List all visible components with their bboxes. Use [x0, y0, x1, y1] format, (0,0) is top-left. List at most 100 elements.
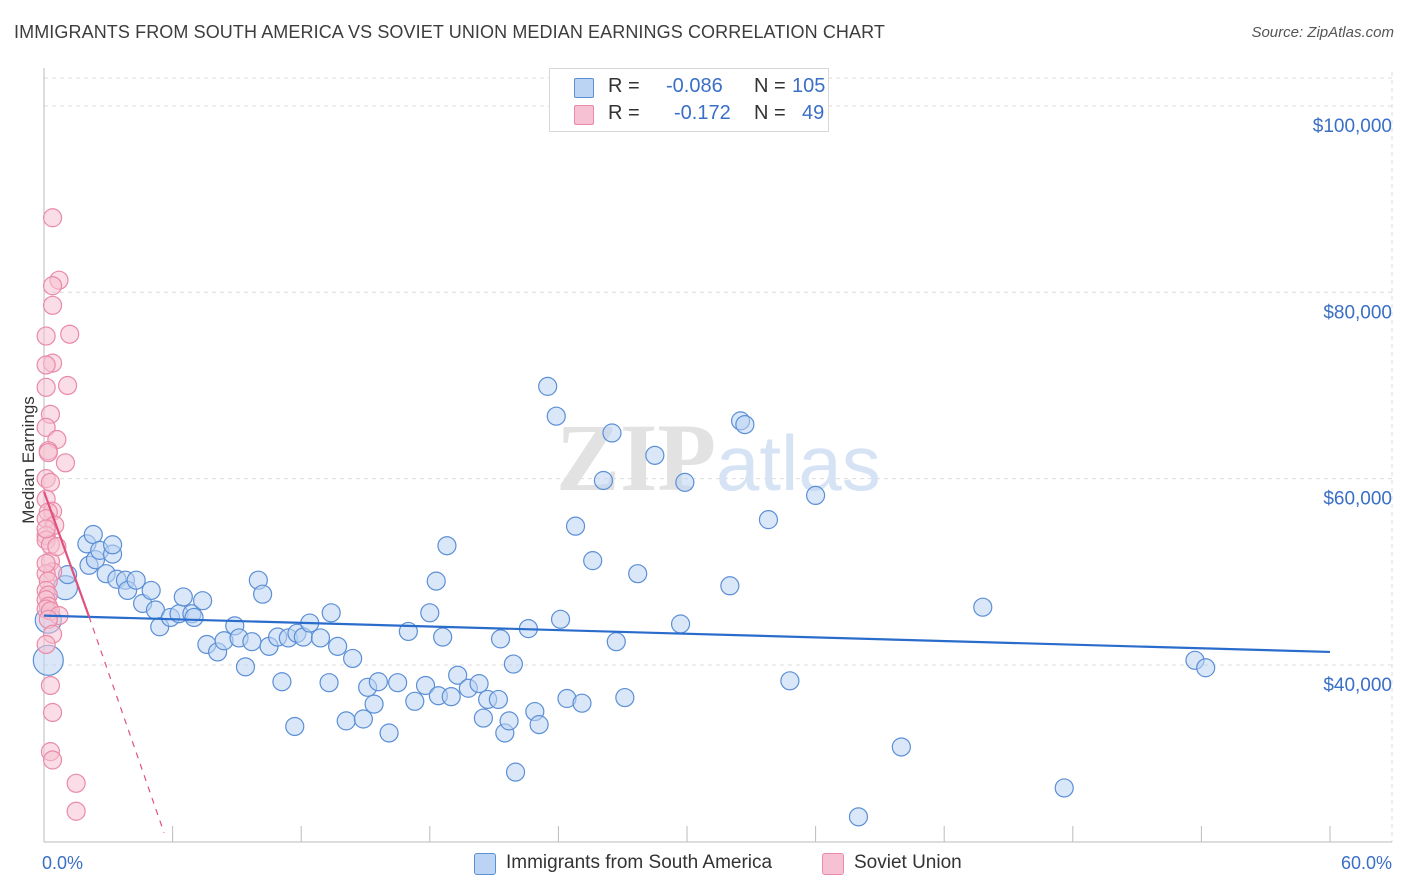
- point-soviet-union: [57, 375, 78, 396]
- legend-swatch-blue: [574, 78, 594, 98]
- point-south-america: [973, 597, 993, 617]
- trend-line-soviet-union-extension: [88, 616, 165, 833]
- point-soviet-union: [36, 634, 56, 655]
- point-south-america: [141, 580, 161, 601]
- legend-n-value: 49: [802, 102, 825, 124]
- point-south-america: [368, 672, 388, 692]
- point-south-america: [285, 716, 305, 737]
- point-south-america: [565, 516, 586, 536]
- point-south-america: [848, 807, 869, 827]
- point-south-america: [193, 591, 213, 611]
- point-soviet-union: [42, 295, 63, 315]
- trend-line-south-america: [43, 614, 1331, 654]
- x-tick-label: 0.0%: [42, 853, 83, 873]
- y-tick-label: $80,000: [1323, 302, 1392, 323]
- point-south-america: [310, 628, 331, 648]
- point-south-america: [235, 657, 256, 677]
- trend-line-soviet-union: [42, 491, 91, 617]
- point-south-america: [426, 571, 446, 591]
- point-soviet-union: [36, 355, 56, 375]
- point-south-america: [593, 470, 614, 491]
- y-axis-label: Median Earnings: [19, 396, 38, 524]
- point-soviet-union: [42, 208, 63, 228]
- point-south-america: [538, 376, 558, 396]
- point-south-america: [758, 510, 779, 530]
- legend-swatch-pink: [574, 105, 594, 125]
- point-south-america: [126, 570, 146, 590]
- point-south-america: [364, 694, 384, 714]
- watermark: ZIP atlas: [556, 404, 881, 511]
- point-south-america: [336, 711, 356, 731]
- point-south-america: [550, 609, 571, 629]
- point-soviet-union: [42, 276, 63, 296]
- point-south-america: [469, 674, 489, 694]
- legend-r-value: -0.172: [674, 102, 731, 124]
- y-tick-label: $60,000: [1323, 489, 1392, 510]
- point-south-america: [602, 423, 622, 443]
- legend-n-label: N =: [754, 75, 786, 97]
- point-soviet-union: [42, 702, 63, 723]
- point-south-america: [379, 723, 399, 743]
- y-tick-label: $40,000: [1323, 675, 1392, 696]
- point-soviet-union: [60, 324, 80, 344]
- point-south-america: [546, 406, 566, 426]
- point-south-america: [628, 564, 648, 584]
- point-south-america: [173, 587, 193, 607]
- legend-r-label: R =: [608, 102, 640, 124]
- point-south-america: [437, 536, 457, 556]
- point-south-america: [441, 687, 461, 707]
- point-soviet-union: [36, 417, 56, 437]
- point-south-america: [505, 762, 526, 782]
- point-south-america: [1054, 778, 1074, 798]
- point-south-america: [615, 687, 635, 708]
- point-south-america: [388, 673, 408, 693]
- point-soviet-union: [36, 553, 56, 574]
- point-south-america: [448, 665, 468, 685]
- source-label: Source: ZipAtlas.com: [1251, 24, 1394, 41]
- point-south-america: [488, 689, 508, 710]
- bottom-legend-label: Immigrants from South America: [506, 852, 773, 873]
- axis-labels: $40,000 $60,000 $80,000 $100,000 0.0% 60.0% Me…: [19, 116, 1392, 873]
- point-south-america: [405, 691, 425, 711]
- point-south-america: [583, 551, 603, 571]
- point-soviet-union: [42, 750, 63, 770]
- point-south-america: [720, 576, 740, 596]
- legend-n-label: N =: [754, 102, 786, 124]
- x-tick-label: 60.0%: [1341, 853, 1392, 873]
- point-south-america: [272, 672, 292, 692]
- point-south-america: [780, 671, 800, 691]
- point-south-america: [572, 693, 592, 713]
- point-south-america: [415, 675, 436, 696]
- trend-lines: [42, 491, 1331, 833]
- point-south-america: [242, 632, 262, 652]
- point-south-america: [1196, 658, 1216, 678]
- point-soviet-union: [40, 675, 61, 696]
- bottom-legend-swatch-pink: [822, 853, 844, 875]
- point-soviet-union: [36, 377, 56, 397]
- point-south-america: [433, 627, 453, 647]
- point-south-america: [490, 629, 511, 649]
- point-south-america: [328, 636, 348, 656]
- point-south-america: [529, 715, 549, 735]
- point-south-america: [184, 607, 204, 628]
- point-soviet-union: [66, 801, 86, 821]
- chart-title: IMMIGRANTS FROM SOUTH AMERICA VS SOVIET …: [14, 22, 885, 42]
- data-points: [32, 208, 1216, 827]
- bottom-legend-swatch-blue: [474, 853, 496, 875]
- point-south-america: [102, 535, 123, 555]
- correlation-legend: R = -0.086 N = 105 R = -0.172 N = 49: [549, 68, 829, 132]
- point-south-america: [321, 603, 341, 623]
- point-south-america: [675, 472, 695, 492]
- point-south-america: [253, 584, 273, 604]
- point-soviet-union: [36, 326, 56, 346]
- point-soviet-union: [40, 472, 61, 492]
- point-south-america: [670, 614, 691, 634]
- point-soviet-union: [38, 442, 58, 463]
- legend-r-value: -0.086: [666, 75, 723, 97]
- watermark-zip: ZIP: [556, 404, 716, 511]
- point-south-america: [473, 708, 493, 728]
- bottom-legend-label: Soviet Union: [854, 852, 962, 873]
- point-south-america: [343, 648, 363, 669]
- point-south-america: [353, 709, 373, 729]
